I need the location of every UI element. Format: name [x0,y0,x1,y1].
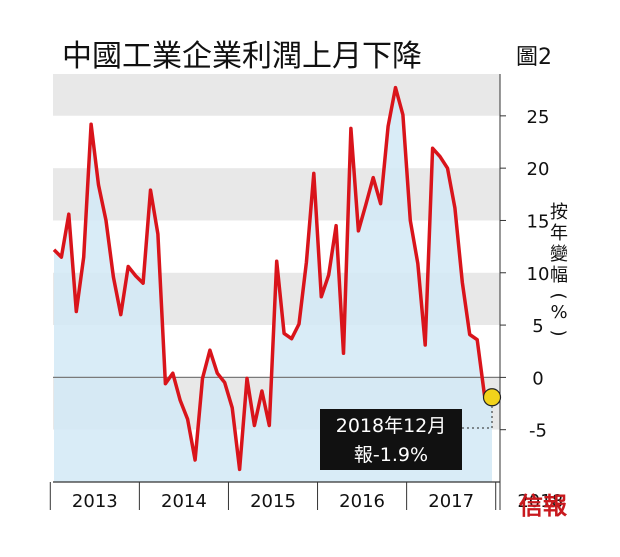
brand-logo: 信報 [519,491,568,520]
x-tick-label: 2018 [517,491,563,512]
y-label-char: % [550,302,567,323]
callout-line1: 2018年12月 [336,415,447,437]
series-line [52,85,493,472]
y-label-char: 按 [550,202,568,223]
x-axis: 2013 2014 2015 2016 2017 2018 [49,481,563,512]
y-label-char: ) [548,329,569,336]
y-tick-label: 25 [527,107,550,128]
callout-background [320,409,462,470]
last-point-marker [482,388,502,407]
y-tick-label: 20 [527,159,550,180]
x-tick-label: 2017 [428,491,474,512]
callout-box: 2018年12月 報-1.9% [320,409,462,470]
y-tick-label: 15 [527,211,550,232]
y-tick-label: 10 [527,264,550,285]
x-tick-label: 2014 [161,491,207,512]
background-band [53,115,500,169]
x-tick-label: 2015 [250,491,296,512]
chart-title: 中國工業企業利潤上月下降 [62,39,422,74]
y-label-char: 變 [550,244,568,265]
y-label-char: 幅 [550,265,568,286]
callout-line2: 報-1.9% [354,444,428,466]
y-tick-label: -5 [529,421,547,442]
figure-label: 圖2 [516,45,552,70]
x-tick-label: 2016 [339,491,385,512]
y-label-char: ( [548,292,569,299]
background-band [53,168,500,221]
y-label-char: 年 [550,223,568,244]
y-tick-label: 5 [532,316,543,337]
background-band [53,74,500,116]
y-tick-label: 0 [532,368,543,389]
y-axis-ticks: -5 0 5 10 15 20 25 [499,74,550,482]
x-tick-label: 2013 [72,491,118,512]
